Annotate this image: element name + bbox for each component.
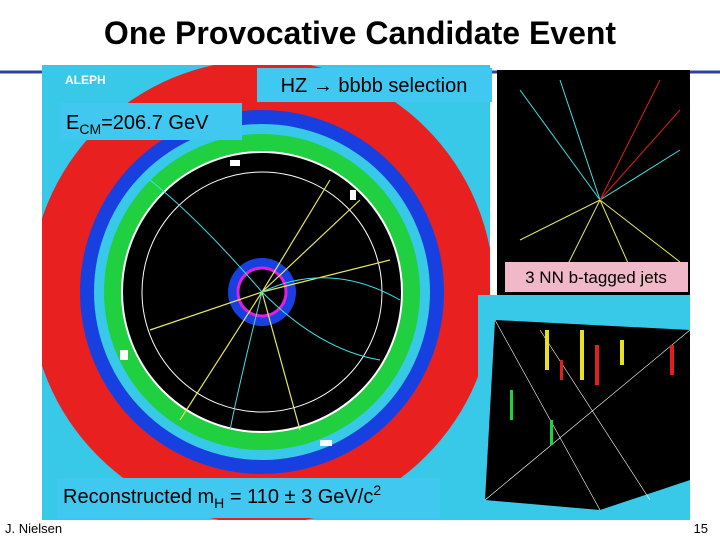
- jets-box: [505, 262, 688, 292]
- author: J. Nielsen: [5, 521, 62, 536]
- selection-label: HZ → bbbb selection: [281, 75, 468, 97]
- jets-label: 3 NN b-tagged jets: [525, 268, 667, 287]
- page-number: 15: [694, 521, 708, 536]
- lego-plot: [478, 295, 690, 520]
- event-display: ALEPH: [42, 65, 490, 520]
- side-view: [497, 70, 690, 295]
- ecm-symbol: E: [66, 112, 79, 134]
- mass-subscript: H: [214, 495, 224, 511]
- ecm-value: =206.7 GeV: [101, 112, 209, 134]
- mass-text: Reconstructed m: [63, 486, 214, 508]
- selection-box: [257, 68, 492, 102]
- mass-value: = 110 ± 3 GeV/c: [224, 486, 373, 508]
- ecm-label: ECM=206.7 GeV: [66, 112, 209, 137]
- logo: ALEPH: [65, 73, 106, 87]
- ecm-subscript: CM: [79, 121, 101, 137]
- mass-label: Reconstructed mH = 110 ± 3 GeV/c2: [63, 482, 381, 511]
- title: One Provocative Candidate Event: [104, 15, 617, 51]
- ecm-box: [60, 103, 242, 140]
- mass-superscript: 2: [373, 482, 381, 498]
- mass-box: [57, 478, 440, 518]
